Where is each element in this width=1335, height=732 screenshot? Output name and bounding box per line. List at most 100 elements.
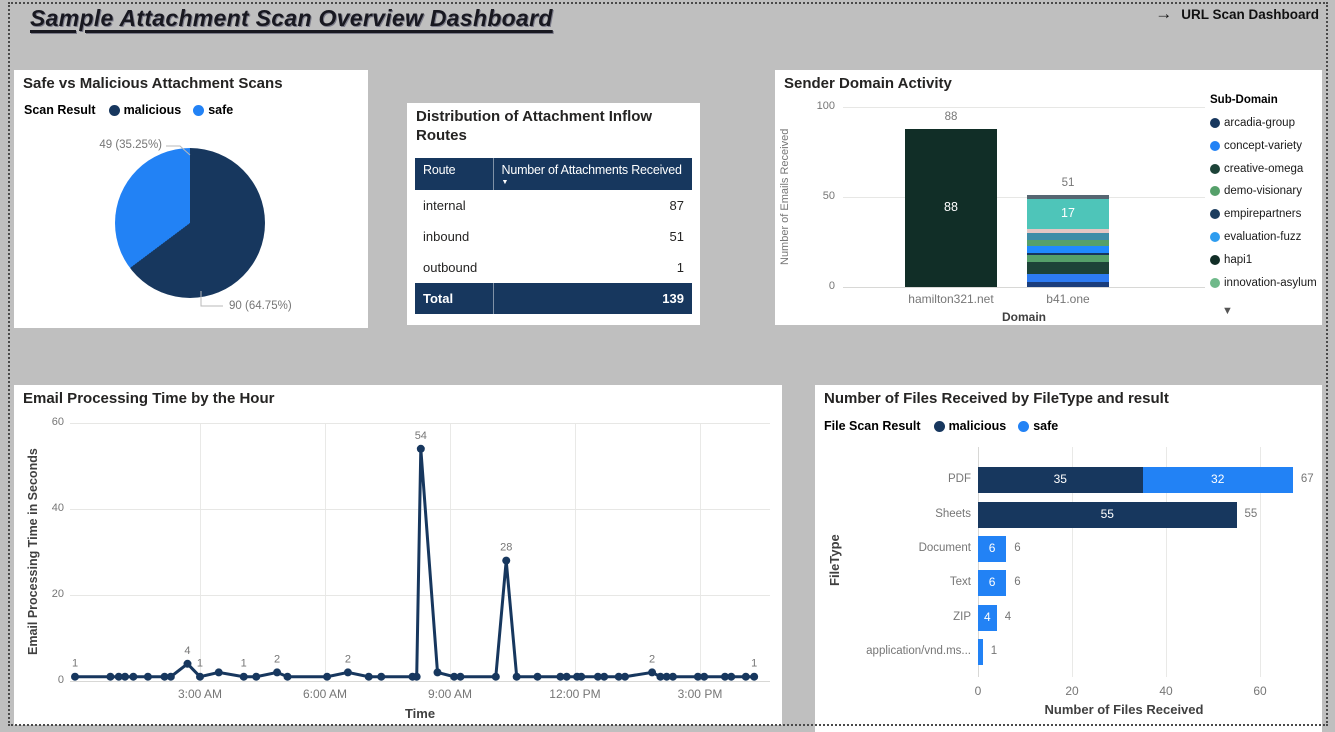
data-point[interactable] (129, 672, 138, 681)
category-label-application/vnd.ms...[interactable]: application/vnd.ms... (866, 645, 971, 657)
bar-segment-b41.one-1[interactable] (1027, 274, 1109, 282)
table-row-inbound[interactable]: inbound 51 (415, 221, 692, 252)
bar-Document-safe[interactable] (978, 536, 1007, 562)
category-label-Document[interactable]: Document (918, 542, 971, 554)
data-point[interactable] (143, 672, 152, 681)
category-label-Sheets[interactable]: Sheets (935, 508, 971, 520)
data-point[interactable] (456, 672, 465, 681)
data-point[interactable] (562, 672, 571, 681)
data-point[interactable] (727, 672, 736, 681)
bar-segment-b41.one-4[interactable] (1027, 252, 1109, 255)
bar-segment-b41.one-2[interactable] (1027, 261, 1109, 275)
data-point[interactable] (600, 672, 609, 681)
sort-descending-icon[interactable]: ▼ (501, 179, 509, 186)
bar-PDF-safe[interactable] (1142, 467, 1293, 493)
bar-segment-b41.one-3[interactable] (1027, 254, 1109, 262)
x-category-b41one[interactable]: b41.one (1046, 292, 1090, 306)
legend-item-concept-variety[interactable]: concept-variety (1210, 140, 1302, 152)
data-point[interactable] (668, 672, 677, 681)
data-point[interactable] (693, 672, 702, 681)
bar-PDF-malicious[interactable] (978, 467, 1143, 493)
data-point[interactable] (214, 668, 223, 677)
data-point[interactable] (273, 668, 282, 677)
bar-Sheets-malicious[interactable] (978, 502, 1237, 528)
category-label-Text[interactable]: Text (949, 576, 971, 588)
url-scan-dashboard-link[interactable]: → URL Scan Dashboard (1155, 4, 1319, 24)
data-point[interactable] (323, 672, 332, 681)
table-row-internal[interactable]: internal 87 (415, 190, 692, 221)
legend-item-malicious[interactable]: malicious (933, 419, 1006, 433)
y-tick-0: 0 (828, 280, 835, 292)
x-tick-60: 60 (1253, 684, 1267, 698)
data-point[interactable] (195, 672, 204, 681)
bar-ZIP-safe[interactable] (978, 605, 997, 631)
legend-item-evaluation-fuzz[interactable]: evaluation-fuzz (1210, 231, 1301, 243)
legend-item-creative-omega[interactable]: creative-omega (1210, 163, 1303, 175)
column-header-attachments[interactable]: Number of Attachments Received ▼ (492, 158, 692, 190)
data-point[interactable] (533, 672, 542, 681)
category-label-ZIP[interactable]: ZIP (953, 611, 971, 623)
route-cell: outbound (415, 252, 493, 283)
data-point[interactable] (114, 672, 123, 681)
data-point[interactable] (656, 672, 665, 681)
category-label-PDF[interactable]: PDF (948, 473, 971, 485)
bar-segment-b41.one-0[interactable] (1027, 281, 1109, 287)
data-point[interactable] (741, 672, 750, 681)
data-point[interactable] (620, 672, 629, 681)
data-point[interactable] (71, 672, 79, 681)
data-point[interactable] (120, 672, 129, 681)
data-point[interactable] (450, 672, 459, 681)
data-point[interactable] (648, 668, 657, 677)
data-point[interactable] (377, 672, 386, 681)
data-point[interactable] (183, 659, 192, 668)
files-by-filetype-panel: Number of Files Received by FileType and… (815, 385, 1322, 732)
table-row-outbound[interactable]: outbound 1 (415, 252, 692, 283)
bar-segment-b41.one-9[interactable] (1027, 198, 1109, 230)
legend-item-safe[interactable]: safe (1018, 419, 1058, 433)
legend-item-demo-visionary[interactable]: demo-visionary (1210, 185, 1302, 197)
bar-Text-safe[interactable] (978, 570, 1007, 596)
data-point[interactable] (614, 672, 623, 681)
data-point[interactable] (491, 672, 500, 681)
x-category-hamilton321net[interactable]: hamilton321.net (908, 292, 994, 306)
legend-item-malicious[interactable]: malicious (108, 103, 181, 117)
legend-item-safe[interactable]: safe (193, 103, 233, 117)
data-point[interactable] (502, 556, 511, 565)
pie-chart[interactable] (115, 148, 265, 298)
data-point[interactable] (416, 444, 425, 453)
data-point[interactable] (252, 672, 261, 681)
bar-segment-hamilton321.net-0[interactable] (905, 128, 997, 287)
bar-segment-b41.one-8[interactable] (1027, 229, 1109, 233)
gridline-x-3:00 PM (699, 423, 701, 681)
data-point[interactable] (720, 672, 729, 681)
bar-segment-b41.one-6[interactable] (1027, 240, 1109, 246)
data-point[interactable] (512, 672, 521, 681)
data-point[interactable] (166, 672, 175, 681)
bar-segment-b41.one-7[interactable] (1027, 233, 1109, 241)
bar-segment-b41.one-10[interactable] (1027, 195, 1109, 199)
data-point[interactable] (577, 672, 586, 681)
column-header-route[interactable]: Route (415, 158, 493, 190)
data-point[interactable] (556, 672, 565, 681)
data-point[interactable] (160, 672, 169, 681)
data-point[interactable] (700, 672, 709, 681)
data-point[interactable] (412, 672, 421, 681)
legend-item-empirepartners[interactable]: empirepartners (1210, 208, 1301, 220)
legend-item-innovation-asylum[interactable]: innovation-asylum (1210, 277, 1317, 289)
bar-application/vnd.ms...-safe[interactable] (978, 639, 983, 665)
legend-item-hapi1[interactable]: hapi1 (1210, 254, 1252, 266)
legend-scroll-chevron-down-icon[interactable]: ▼ (1222, 305, 1233, 317)
bar-total-label: 88 (944, 110, 958, 123)
data-point[interactable] (662, 672, 671, 681)
legend-item-arcadia-group[interactable]: arcadia-group (1210, 117, 1295, 129)
data-point[interactable] (593, 672, 602, 681)
bar-segment-b41.one-5[interactable] (1027, 245, 1109, 253)
data-point[interactable] (750, 672, 759, 681)
data-point[interactable] (106, 672, 115, 681)
data-point[interactable] (283, 672, 292, 681)
data-point[interactable] (433, 668, 442, 677)
data-point[interactable] (364, 672, 373, 681)
data-point[interactable] (343, 668, 352, 677)
data-point[interactable] (239, 672, 248, 681)
